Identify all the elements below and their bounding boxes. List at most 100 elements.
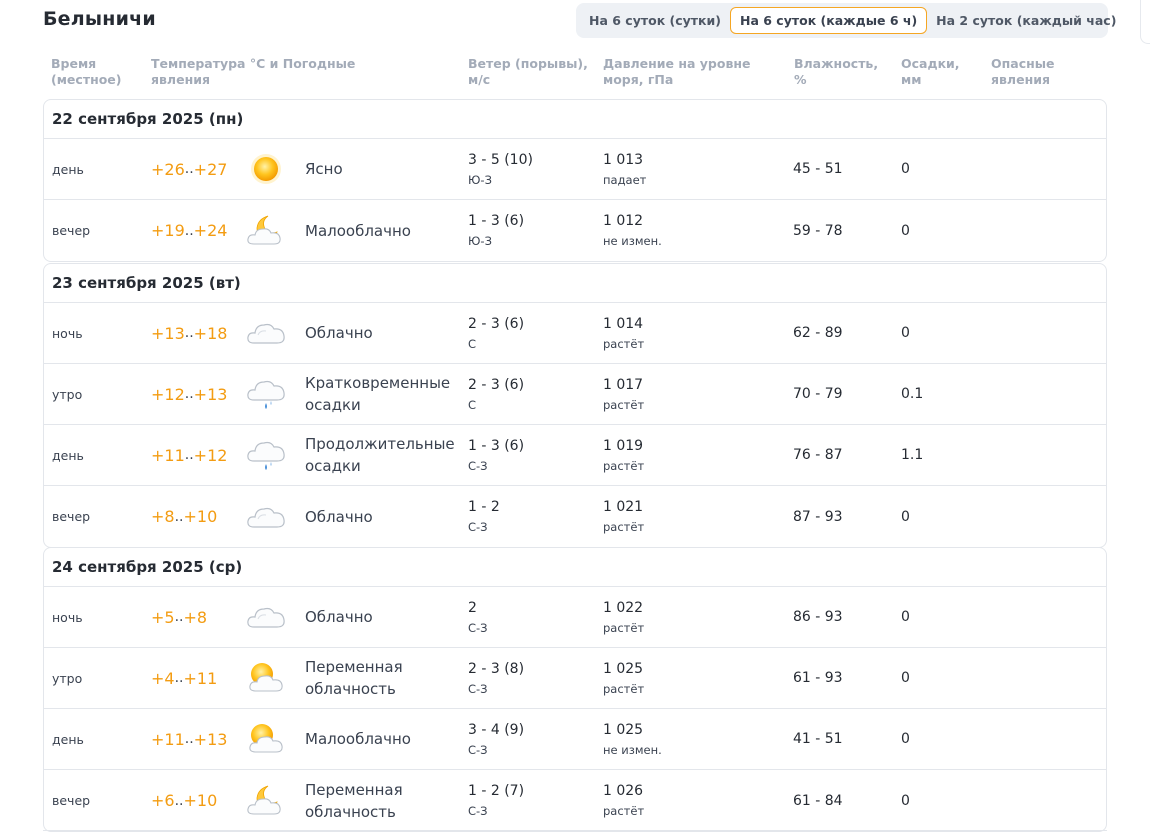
wind-cell: 2 - 3 (6) С [468,376,524,414]
pressure-value: 1 013 [603,152,644,168]
temp-max: +13 [193,384,228,404]
humidity-value: 45 - 51 [793,161,843,177]
precipitation-value: 0.1 [901,386,924,402]
precipitation-value: 0 [901,609,910,625]
temp-max: +27 [193,159,228,179]
pressure-trend: растёт [603,337,645,351]
weather-description: Кратковременные осадки [305,374,451,414]
day-block: 24 сентября 2025 (ср) ночь +5.. +8 Облачн… [43,547,1107,832]
temperature-range: +12.. +13 [151,384,228,404]
cloud-icon [244,315,288,351]
weather-description: Малооблачно [305,730,411,748]
pressure-cell: 1 026 растёт [603,782,644,820]
precipitation-value: 0 [901,508,910,525]
wind-direction: С-З [468,804,488,818]
wind-direction: Ю-З [468,173,492,187]
temperature-range: +13.. +18 [151,323,228,343]
temperature-range: +5.. +8 [151,607,208,627]
header-time: Время (местное) [51,56,122,87]
temp-max: +10 [183,507,218,526]
wind-speed: 2 [468,600,477,616]
humidity-value: 86 - 93 [793,609,843,625]
forecast-row: вечер +19.. +24 Малооблачно 1 - 3 (6) Ю-З… [44,200,1106,261]
humidity-value: 61 - 84 [793,792,843,809]
precipitation-value: 0 [901,670,910,686]
weather-description: Продолжительные осадки [305,435,455,475]
next-day-block-edge [43,830,1107,834]
wind-direction: С-З [468,621,488,635]
header-wind: Ветер (порывы), м/с [468,56,588,87]
period-label: вечер [52,223,91,238]
weather-description: Облачно [305,324,373,342]
wind-speed: 3 - 5 (10) [468,152,533,168]
pressure-trend: не измен. [603,743,662,757]
temperature-range: +8.. +10 [151,507,218,526]
weather-description: Ясно [305,160,343,178]
pressure-cell: 1 019 растёт [603,437,644,475]
wind-speed: 2 - 3 (8) [468,661,525,677]
pressure-value: 1 019 [603,438,644,454]
temp-min: +26 [151,159,185,179]
forecast-row: вечер +6.. +10 Переменная облачность 1 - … [44,770,1106,831]
tab-6-days-daily[interactable]: На 6 суток (сутки) [589,13,721,28]
period-label: ночь [52,609,83,625]
pressure-trend: падает [603,173,647,187]
pressure-cell: 1 025 растёт [603,660,644,698]
temp-min: +13 [151,323,185,343]
forecast-tabs: На 6 суток (сутки) На 6 суток (каждые 6 … [576,3,1116,38]
wind-speed: 1 - 3 (6) [468,438,525,454]
forecast-row: ночь +5.. +8 Облачно 2 С-З 1 022 растёт 8… [44,587,1106,648]
precipitation-value: 0 [901,161,910,177]
temp-max: +24 [193,221,228,240]
pressure-trend: растёт [603,621,645,635]
temp-max: +18 [193,323,228,343]
scrollbar[interactable] [1140,0,1150,44]
pressure-cell: 1 012 не измен. [603,212,662,250]
tab-6-days-6h[interactable]: На 6 суток (каждые 6 ч) [730,7,928,34]
temperature-range: +4.. +11 [151,668,218,688]
temp-min: +12 [151,384,185,404]
pressure-value: 1 017 [603,377,644,393]
period-label: утро [52,386,83,402]
forecast-row: день +11.. +12 Продолжительные осадки 1 -… [44,425,1106,486]
period-label: ночь [52,325,83,341]
period-label: день [52,731,84,747]
forecast-row: утро +12.. +13 Кратковременные осадки 2 -… [44,364,1106,425]
wind-direction: С-З [468,743,488,757]
forecast-row: утро +4.. +11 Переменная облачность 2 - 3… [44,648,1106,709]
temp-min: +6 [151,791,175,810]
temperature-range: +6.. +10 [151,791,218,810]
header-humidity: Влажность,% [794,56,879,87]
pressure-trend: растёт [603,459,645,473]
temp-min: +11 [151,729,185,749]
header-temperature: Температура °C и Погодные явления [151,56,356,87]
pressure-cell: 1 025 не измен. [603,721,662,759]
precipitation-value: 1.1 [901,447,924,463]
temp-min: +8 [151,507,175,526]
wind-speed: 2 - 3 (6) [468,377,525,393]
weather-description: Переменная облачность [305,780,403,821]
pressure-cell: 1 017 растёт [603,376,644,414]
tab-2-days-hourly[interactable]: На 2 суток (каждый час) [936,13,1117,28]
pressure-trend: не измен. [603,234,662,248]
precipitation-value: 0 [901,731,910,747]
weather-description: Переменная облачность [305,658,403,698]
pressure-value: 1 014 [603,316,644,332]
humidity-value: 62 - 89 [793,325,843,341]
day-title: 22 сентября 2025 (пн) [44,100,1106,139]
day-title: 24 сентября 2025 (ср) [44,548,1106,587]
wind-cell: 2 - 3 (6) С [468,315,524,353]
wind-direction: С [468,398,477,412]
temp-min: +4 [151,668,175,688]
period-label: вечер [52,509,91,524]
forecast-row: вечер +8.. +10 Облачно 1 - 2 С-З 1 021 ра… [44,486,1106,547]
temp-max: +10 [183,791,218,810]
wind-cell: 3 - 5 (10) Ю-З [468,151,533,189]
page-title: Белыничи [43,8,156,30]
pressure-value: 1 025 [603,722,644,738]
temp-min: +11 [151,445,185,465]
day-block: 22 сентября 2025 (пн) день +26.. +27 Ясно… [43,99,1107,262]
table-header: Время (местное) Температура °C и Погодные… [0,56,1150,92]
wind-speed: 1 - 2 (7) [468,783,525,799]
pressure-value: 1 026 [603,783,644,799]
